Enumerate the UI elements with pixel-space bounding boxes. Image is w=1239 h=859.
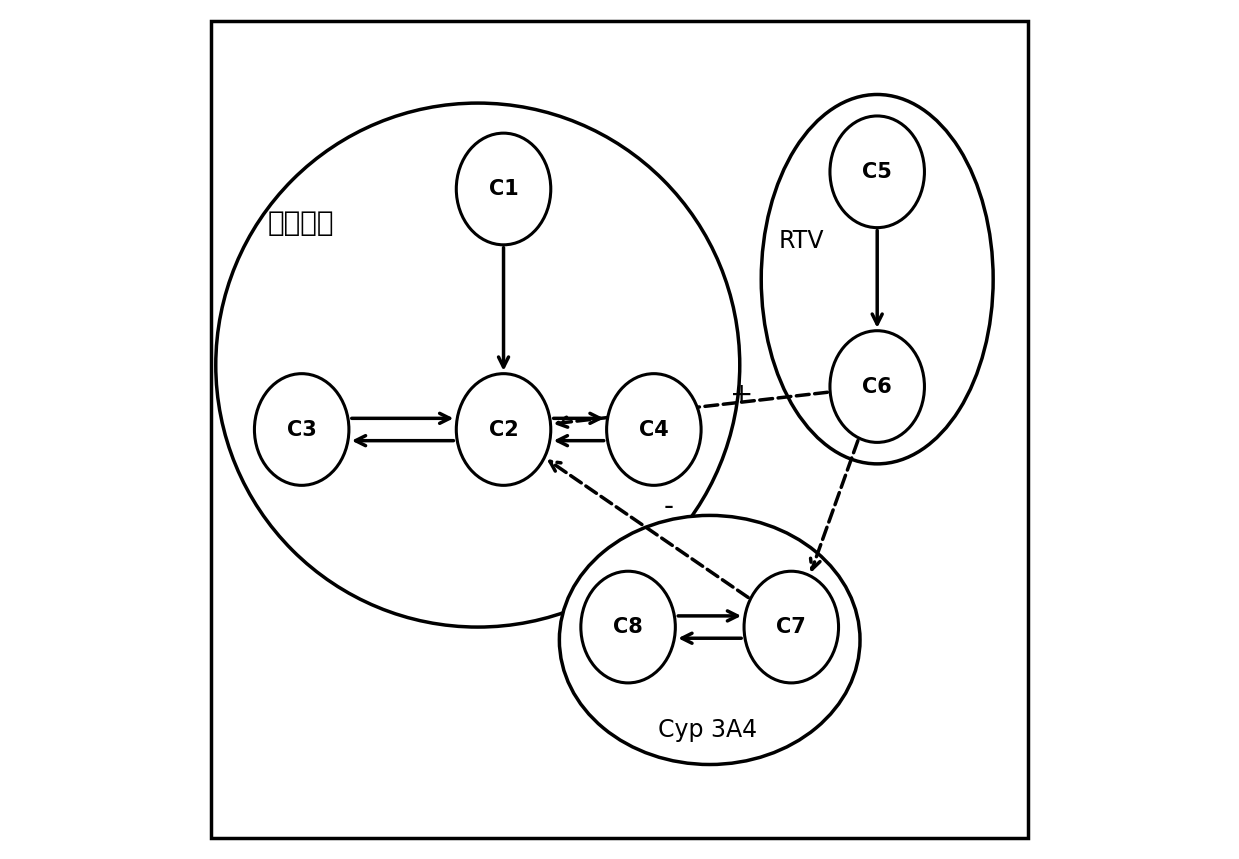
- Text: RTV: RTV: [778, 228, 824, 253]
- Ellipse shape: [581, 571, 675, 683]
- Ellipse shape: [456, 374, 551, 485]
- Ellipse shape: [559, 515, 860, 765]
- Text: +: +: [730, 381, 753, 409]
- Ellipse shape: [830, 116, 924, 228]
- Ellipse shape: [830, 331, 924, 442]
- Text: C4: C4: [639, 419, 669, 440]
- Text: C3: C3: [286, 419, 316, 440]
- Text: C1: C1: [488, 179, 518, 199]
- Text: C7: C7: [777, 617, 807, 637]
- Ellipse shape: [761, 94, 994, 464]
- Text: C6: C6: [862, 376, 892, 397]
- Text: 多西他赛: 多西他赛: [268, 210, 333, 237]
- Text: C2: C2: [488, 419, 518, 440]
- Ellipse shape: [254, 374, 349, 485]
- Ellipse shape: [607, 374, 701, 485]
- Text: C8: C8: [613, 617, 643, 637]
- Text: Cyp 3A4: Cyp 3A4: [658, 718, 757, 742]
- Text: -: -: [664, 493, 674, 521]
- Text: C5: C5: [862, 161, 892, 182]
- Ellipse shape: [216, 103, 740, 627]
- Ellipse shape: [745, 571, 839, 683]
- Ellipse shape: [456, 133, 551, 245]
